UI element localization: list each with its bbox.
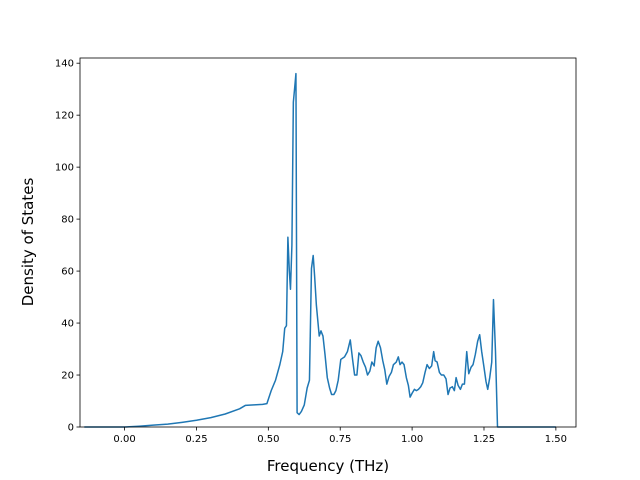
y-tick-label: 20 (61, 371, 74, 382)
y-axis: 0 20 40 60 80 100 120 140 (55, 59, 80, 434)
x-axis: 0.00 0.25 0.50 0.75 1.00 1.25 1.50 (113, 427, 567, 445)
y-tick-label: 60 (61, 267, 74, 278)
x-tick-label: 0.25 (185, 434, 207, 445)
plot-background (80, 58, 576, 427)
x-tick-label: 1.00 (401, 434, 423, 445)
y-tick-label: 40 (61, 319, 74, 330)
y-tick-label: 140 (55, 59, 74, 70)
x-tick-label: 1.50 (545, 434, 567, 445)
x-tick-label: 0.75 (329, 434, 351, 445)
x-tick-label: 1.25 (473, 434, 495, 445)
y-axis-label: Density of States (19, 178, 37, 307)
plot-frame (79, 57, 577, 428)
y-tick-label: 0 (68, 423, 74, 434)
y-tick-label: 100 (55, 163, 74, 174)
y-tick-label: 120 (55, 111, 74, 122)
x-tick-label: 0.50 (257, 434, 279, 445)
plot-area (79, 57, 577, 428)
series-layer (84, 72, 556, 428)
series-line-0 (84, 72, 556, 428)
x-tick-label: 0.00 (113, 434, 135, 445)
x-axis-label: Frequency (THz) (267, 457, 389, 475)
y-tick-label: 80 (61, 215, 74, 226)
